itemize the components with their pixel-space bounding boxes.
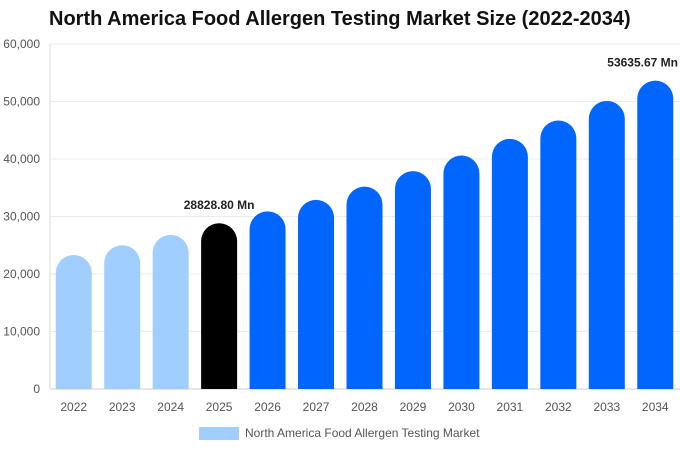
bar-2022[interactable] [55, 255, 92, 389]
bar-2034[interactable] [637, 80, 674, 389]
bar-2033[interactable] [588, 100, 625, 390]
x-tick-label: 2026 [254, 400, 281, 414]
bar-2029[interactable] [394, 171, 431, 389]
x-tick-label: 2030 [448, 400, 475, 414]
y-tick-label: 60,000 [3, 37, 40, 51]
bar-2030[interactable] [443, 155, 480, 389]
chart-title: North America Food Allergen Testing Mark… [49, 8, 631, 30]
x-tick-label: 2024 [157, 400, 184, 414]
data-label-2034: 53635.67 Mn [607, 56, 678, 70]
x-tick-label: 2028 [351, 400, 378, 414]
x-tick-label: 2027 [303, 400, 330, 414]
x-tick-label: 2032 [545, 400, 572, 414]
bars [55, 80, 674, 390]
bar-2028[interactable] [346, 186, 383, 389]
x-tick-label: 2029 [400, 400, 427, 414]
y-tick-label: 30,000 [3, 210, 40, 224]
y-tick-label: 20,000 [3, 267, 40, 281]
bar-2025[interactable] [201, 223, 238, 389]
bar-2026[interactable] [249, 211, 286, 389]
bar-2032[interactable] [540, 120, 577, 389]
bar-2027[interactable] [298, 199, 335, 389]
data-labels: 28828.80 Mn 53635.67 Mn [184, 56, 678, 213]
bar-2024[interactable] [152, 234, 189, 389]
legend-swatch [199, 427, 239, 440]
y-tick-label: 40,000 [3, 152, 40, 166]
y-tick-label: 10,000 [3, 325, 40, 339]
x-tick-label: 2031 [497, 400, 524, 414]
legend-label: North America Food Allergen Testing Mark… [245, 426, 480, 440]
x-tick-label: 2025 [206, 400, 233, 414]
y-tick-label: 0 [33, 382, 40, 396]
y-tick-label: 50,000 [3, 95, 40, 109]
x-tick-label: 2034 [642, 400, 669, 414]
legend[interactable]: North America Food Allergen Testing Mark… [199, 426, 480, 440]
bar-2023[interactable] [104, 245, 141, 389]
x-tick-label: 2022 [60, 400, 87, 414]
bar-2031[interactable] [491, 138, 528, 389]
x-tick-label: 2033 [593, 400, 620, 414]
y-axis-ticks: 0 10,000 20,000 30,000 40,000 50,000 60,000 [3, 37, 40, 396]
data-label-2025: 28828.80 Mn [184, 198, 255, 212]
x-tick-label: 2023 [109, 400, 136, 414]
x-axis-ticks: 2022 2023 2024 2025 2026 2027 2028 2029 2030 2031… [60, 400, 669, 414]
